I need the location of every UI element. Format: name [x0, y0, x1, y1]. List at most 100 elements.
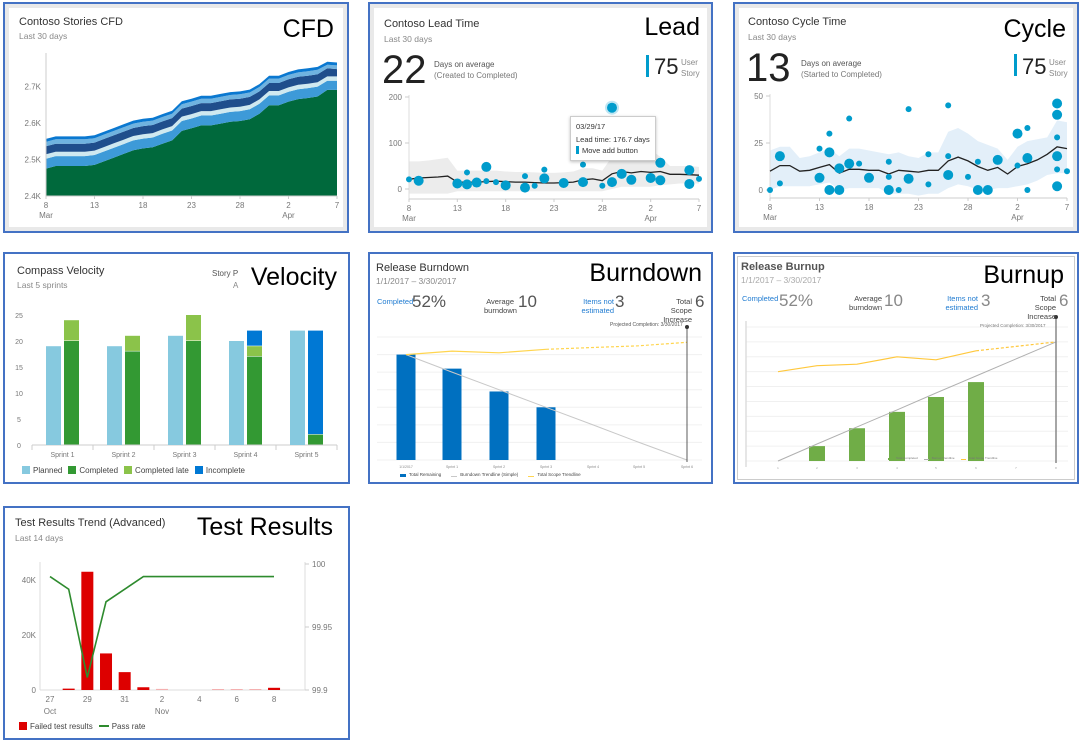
scope-line: [777, 350, 977, 373]
bar-completed-late: [186, 315, 201, 341]
data-point: [945, 153, 952, 160]
widget-title: Test Results Trend (Advanced): [15, 517, 166, 529]
burnup-widget: 1 2 3 4 5 6 7 8 Release Burnup 1/1/2017 – 3/30/…: [733, 252, 1079, 484]
work-item-type-2: Story: [681, 69, 700, 78]
data-point: [1054, 134, 1061, 141]
x-tick-label: 18: [139, 201, 148, 210]
data-point: [974, 158, 981, 165]
burndown-widget: 1/1/2017 Sprint 1 Sprint 2 Sprint 3 Sprint 4…: [368, 252, 713, 484]
stat-value: 3: [615, 292, 625, 311]
x-tick-label: 8: [407, 204, 412, 213]
stat-label: Total Scope Increase: [663, 297, 692, 324]
bar-completed: [247, 356, 262, 445]
data-point: [925, 181, 932, 188]
data-point: [965, 173, 971, 180]
stat-label: Average burndown: [849, 294, 882, 312]
tooltip-item-title: Move add button: [582, 146, 638, 155]
x-tick-label: 7: [1065, 203, 1070, 212]
bar-completed-late: [64, 320, 79, 341]
y-tick-label: 20: [15, 339, 23, 346]
legend-item: Completed late: [124, 466, 189, 475]
data-point: [1052, 181, 1063, 192]
overlay-label: Burndown: [586, 258, 705, 288]
bar-completed-late: [125, 335, 140, 351]
bar-planned: [168, 335, 183, 445]
x-tick-label: 23: [550, 204, 559, 213]
cfd-widget: 2.4K 2.5K 2.6K 2.7K 8 Mar 13 18 23 28 2 Apr 7 Contos…: [3, 2, 349, 233]
x-tick-label: Sprint 2: [493, 465, 505, 469]
bar-total-completed: [928, 396, 944, 461]
cycle-time-widget: 0 25 50 8 Mar 13 18 23 28 2 Apr 7 Contoso Cycle Tim…: [733, 2, 1079, 233]
work-item-type: User: [681, 58, 698, 67]
overlay-label: CFD: [279, 14, 337, 44]
data-point: [1052, 109, 1063, 120]
metric-sublabel: A: [233, 281, 239, 290]
bar-failed-tests: [62, 688, 75, 690]
x-tick-label: Sprint 2: [111, 452, 135, 459]
overlay-label: Lead: [641, 12, 703, 42]
widget-subtitle: Last 5 sprints: [17, 280, 68, 290]
data-point: [824, 185, 835, 195]
x-tick-label: 2: [1015, 203, 1020, 212]
widget-title: Contoso Lead Time: [384, 18, 480, 30]
bar-planned: [229, 341, 244, 445]
y-tick-label: 50: [754, 92, 763, 101]
widget-title: Release Burndown: [376, 262, 469, 274]
cfd-area-layer: [46, 76, 337, 159]
bar-total-remaining: [536, 407, 556, 460]
data-point: [1064, 168, 1070, 175]
count-marker: [1014, 54, 1017, 76]
scope-trendline: [975, 341, 1057, 352]
legend-item: Incomplete: [194, 466, 245, 475]
x-tick-label: 7: [335, 201, 340, 210]
bar-failed-tests: [81, 571, 94, 690]
bar-failed-tests: [137, 687, 150, 690]
data-point: [406, 176, 412, 183]
x-tick-label: 1/1/2017: [399, 465, 413, 469]
data-point: [483, 178, 490, 185]
x-tick-label: 8: [272, 695, 277, 704]
legend-item: Total Completed: [888, 456, 918, 460]
bar-completed: [186, 341, 201, 445]
x-tick-month: Mar: [763, 213, 777, 222]
average-label: Days on average: [801, 59, 862, 68]
bar-total-remaining: [489, 391, 509, 460]
y-tick-label: 0: [759, 186, 764, 195]
data-point: [481, 161, 492, 172]
data-point: [464, 169, 470, 176]
x-tick-label: 28: [598, 204, 607, 213]
data-point: [982, 185, 993, 195]
x-tick-label: 8: [768, 203, 773, 212]
tooltip-item[interactable]: Move add button: [576, 145, 650, 156]
bar-failed-tests: [268, 687, 281, 690]
data-point: [972, 185, 983, 195]
y2-tick-label: 99.9: [312, 686, 328, 695]
average-days: 13: [746, 46, 791, 90]
data-point: [684, 178, 695, 189]
y-tick-label: 10: [15, 391, 23, 398]
x-tick-label: 13: [815, 203, 824, 212]
item-count: 75: [654, 54, 679, 79]
data-point: [885, 173, 892, 180]
bar-total-completed: [809, 446, 825, 461]
work-item-type-2: Story: [1049, 69, 1068, 78]
x-tick-label: 2: [286, 201, 291, 210]
data-point: [925, 151, 932, 158]
stat-value: 52%: [779, 291, 814, 310]
bar-total-completed: [968, 382, 984, 461]
bar-failed-tests: [118, 672, 131, 690]
bar-total-remaining: [396, 354, 416, 460]
data-point: [1054, 166, 1061, 173]
bar-total-completed: [889, 411, 905, 461]
data-point: [599, 182, 606, 189]
x-tick-label: 4: [896, 467, 898, 470]
y-tick-label: 0: [17, 443, 21, 450]
x-tick-label: 2: [648, 204, 653, 213]
cfd-area-layer: [46, 80, 337, 169]
x-tick-label: 7: [1015, 467, 1017, 470]
y-tick-label: 25: [15, 313, 23, 320]
stat-value: 6: [1059, 291, 1069, 310]
data-point: [531, 182, 538, 189]
y-tick-label: 2.4K: [25, 192, 42, 201]
data-point: [943, 169, 954, 180]
